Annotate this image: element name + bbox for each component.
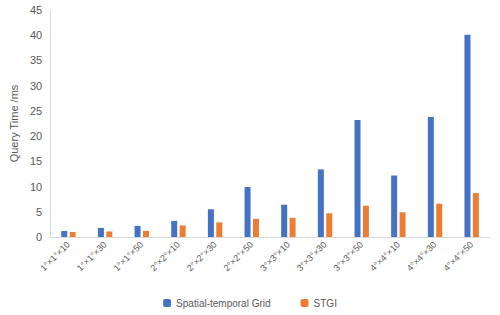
svg-text:3°×3°×50: 3°×3°×50 [332, 239, 366, 273]
svg-text:Spatial-temporal Grid: Spatial-temporal Grid [176, 298, 270, 309]
svg-text:0: 0 [36, 231, 42, 243]
svg-text:3°×3°×30: 3°×3°×30 [295, 239, 329, 273]
svg-text:1°×1°×30: 1°×1°×30 [75, 239, 109, 273]
svg-text:1°×1°×10: 1°×1°×10 [38, 239, 72, 273]
svg-text:35: 35 [30, 54, 42, 66]
svg-text:3°×3°×10: 3°×3°×10 [258, 239, 292, 273]
svg-text:25: 25 [30, 105, 42, 117]
svg-text:5: 5 [36, 206, 42, 218]
svg-text:4°×4°×30: 4°×4°×30 [405, 239, 439, 273]
svg-text:1°×1°×50: 1°×1°×50 [112, 239, 146, 273]
svg-text:2°×2°×50: 2°×2°×50 [222, 239, 256, 273]
svg-text:45: 45 [30, 4, 42, 16]
svg-text:Query Time /ms: Query Time /ms [8, 84, 20, 162]
svg-text:15: 15 [30, 155, 42, 167]
svg-text:40: 40 [30, 29, 42, 41]
svg-text:STGI: STGI [314, 298, 337, 309]
svg-text:20: 20 [30, 130, 42, 142]
svg-text:2°×2°×10: 2°×2°×10 [148, 239, 182, 273]
svg-text:4°×4°×10: 4°×4°×10 [368, 239, 402, 273]
svg-text:30: 30 [30, 80, 42, 92]
svg-text:4°×4°×50: 4°×4°×50 [441, 239, 475, 273]
svg-text:2°×2°×30: 2°×2°×30 [185, 239, 219, 273]
svg-text:10: 10 [30, 181, 42, 193]
